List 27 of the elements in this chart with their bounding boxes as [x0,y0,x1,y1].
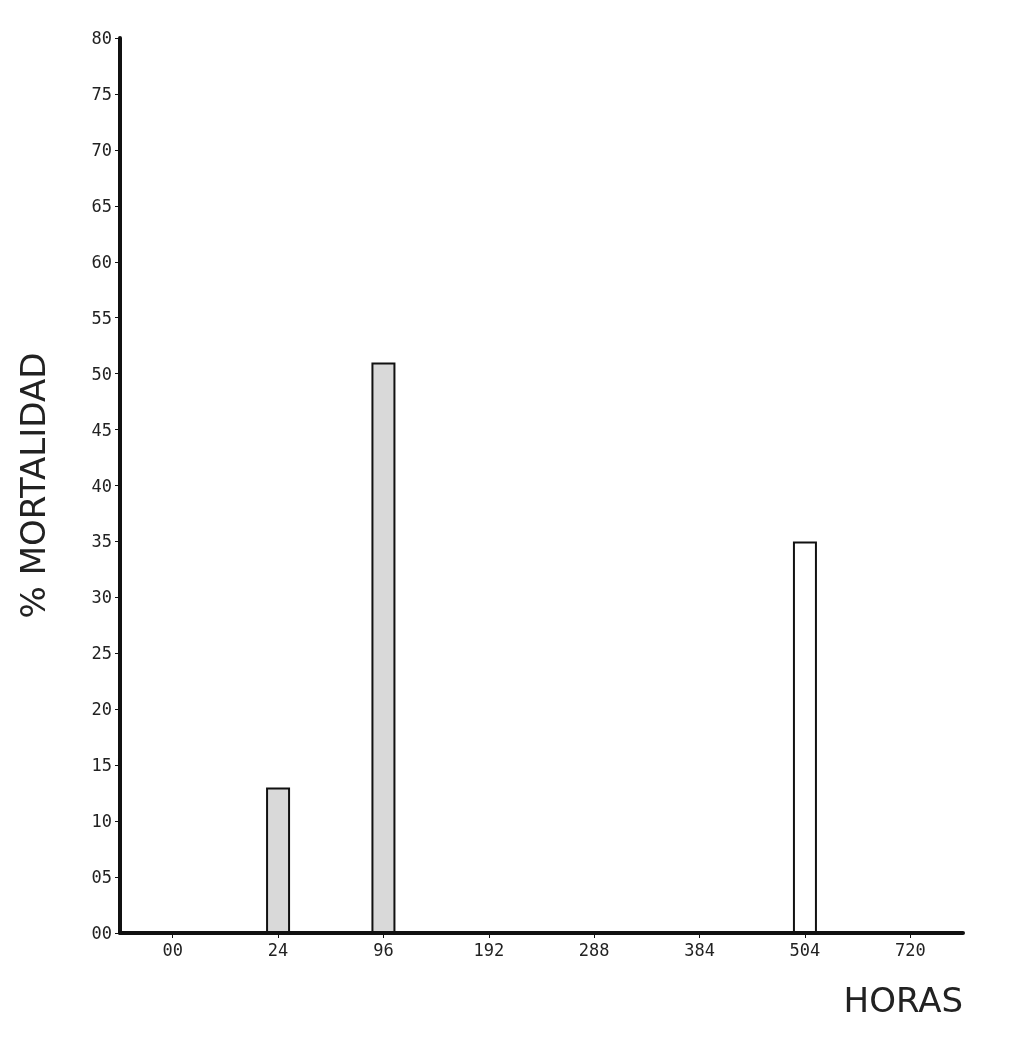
y-tick-label: 45 [91,419,112,440]
y-tick-label: 50 [91,363,112,384]
y-tick-label: 75 [91,83,112,104]
y-axis-title: % MORTALIDAD [13,352,53,619]
x-tick-label: 288 [578,939,610,960]
y-tick-label: 30 [91,587,112,608]
y-tick-label: 80 [91,28,112,48]
y-tick-label: 00 [91,923,112,943]
x-tick-label: 720 [894,939,926,960]
x-tick-label: 192 [473,939,505,960]
y-tick-label: 65 [91,195,112,216]
x-tick-label: 00 [162,939,183,960]
y-tick-label: 70 [91,139,112,160]
x-tick-label: 96 [373,939,394,960]
y-tick-label: 35 [91,531,112,552]
x-axis-title: HORAS [843,980,963,1020]
y-tick-label: 05 [91,867,112,888]
y-tick-label: 20 [91,699,112,720]
y-tick-label: 15 [91,755,112,776]
y-tick-label: 25 [91,643,112,664]
y-tick-label: 55 [91,307,112,328]
y-tick-label: 40 [91,475,112,496]
y-tick-label: 10 [91,811,112,832]
x-tick-label: 384 [684,939,715,960]
x-tick-label: 504 [789,939,821,960]
y-tick-label: 60 [91,251,112,272]
x-tick-label: 24 [267,939,289,960]
